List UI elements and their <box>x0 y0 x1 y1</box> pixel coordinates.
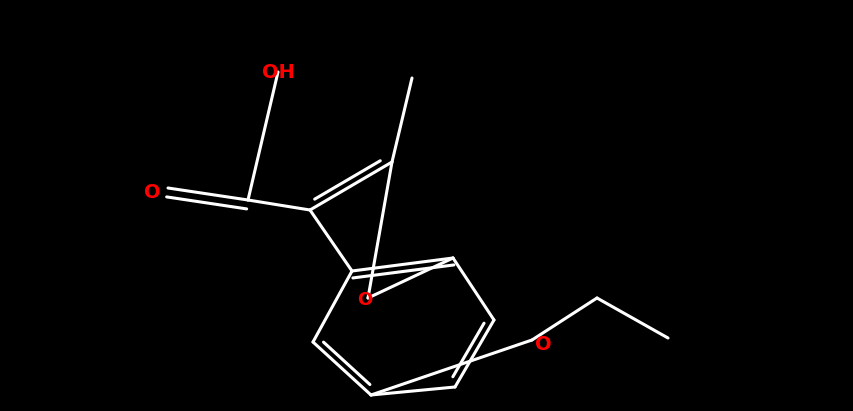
Text: O: O <box>143 182 160 201</box>
Text: O: O <box>534 335 551 355</box>
Text: OH: OH <box>261 62 294 81</box>
Text: O: O <box>357 291 372 309</box>
